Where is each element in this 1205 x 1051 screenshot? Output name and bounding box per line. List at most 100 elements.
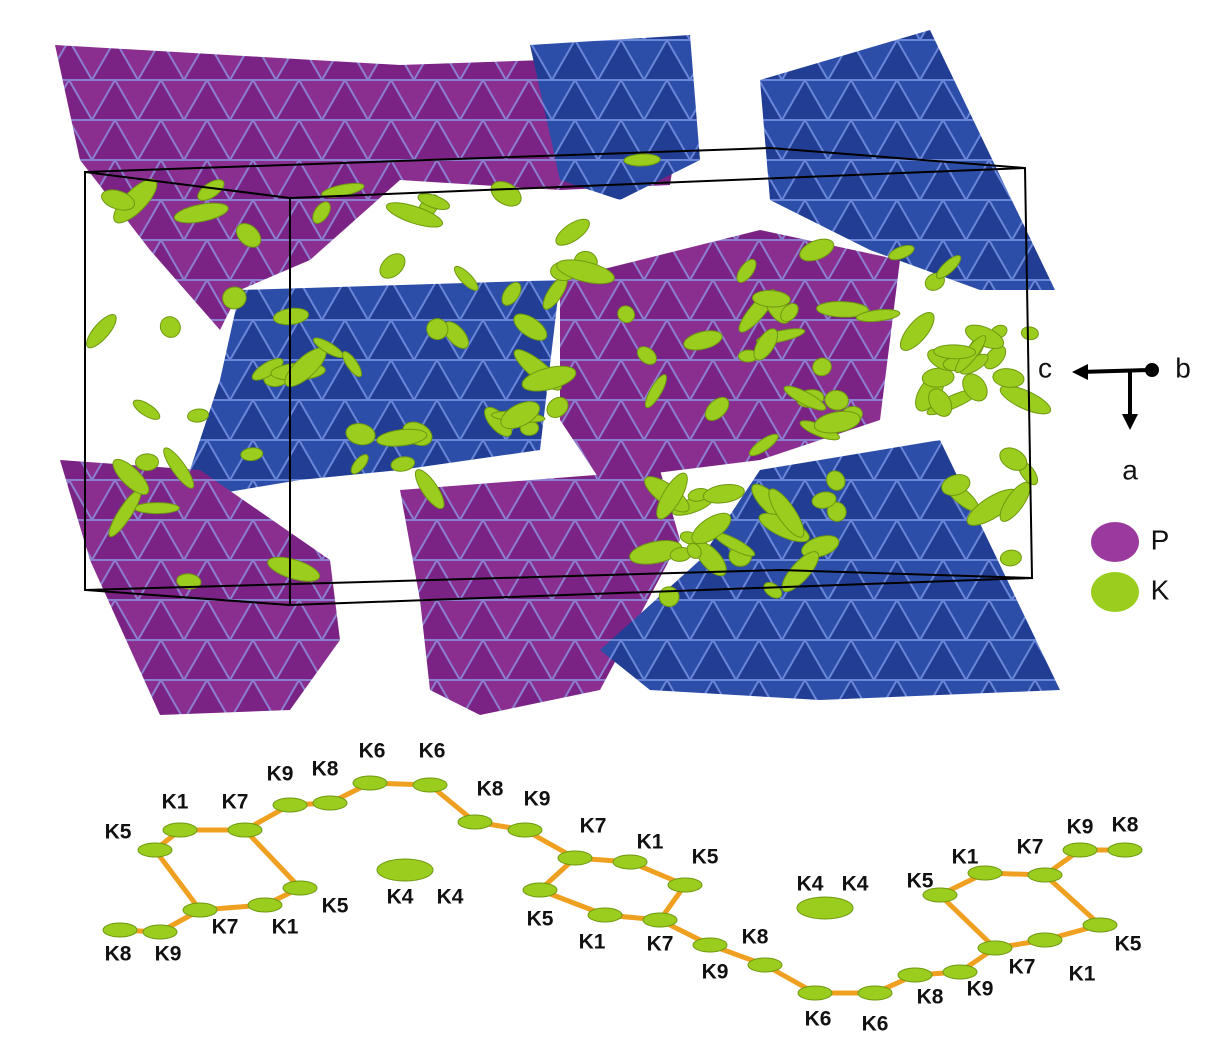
atom-label: K1 xyxy=(272,916,299,939)
k-ellipsoid xyxy=(656,472,688,520)
k-ellipsoid xyxy=(159,316,181,338)
k-atom xyxy=(797,985,833,1001)
k-ellipsoid xyxy=(813,410,861,434)
k-atom xyxy=(1027,932,1063,948)
k-ellipsoid xyxy=(799,238,835,262)
k-ellipsoid xyxy=(417,193,451,210)
k-atom xyxy=(1027,867,1063,883)
k-ellipsoid xyxy=(312,201,331,224)
k-ellipsoid xyxy=(376,428,428,447)
k-atom xyxy=(612,854,648,870)
atom-label: K4 xyxy=(797,873,824,896)
atom-label: K7 xyxy=(1017,836,1044,859)
atom-label: K5 xyxy=(527,908,554,931)
k-ellipsoid xyxy=(780,302,799,323)
atom-label: K6 xyxy=(419,740,446,763)
k-atom xyxy=(747,957,783,973)
bond xyxy=(153,848,202,912)
k-ellipsoid xyxy=(501,281,522,306)
k-ellipsoid xyxy=(736,258,757,283)
k-ellipsoid xyxy=(824,389,849,411)
k-ellipsoid xyxy=(933,344,976,360)
atom-label: K9 xyxy=(267,763,294,786)
atom-label: K7 xyxy=(212,916,239,939)
k-ellipsoid xyxy=(636,346,657,365)
atom-label: K5 xyxy=(105,821,132,844)
k-ellipsoid xyxy=(768,488,805,538)
atom-label: K7 xyxy=(1009,956,1036,979)
atom-label: K4 xyxy=(437,886,464,909)
k-ellipsoid xyxy=(414,469,445,510)
k-ellipsoid xyxy=(86,314,117,349)
atom-label: K9 xyxy=(1067,816,1094,839)
k-ellipsoid xyxy=(691,512,732,545)
k-ellipsoid xyxy=(173,202,229,224)
k-ellipsoid xyxy=(135,453,159,472)
k-atom xyxy=(352,775,388,791)
k-ellipsoid xyxy=(983,345,1007,370)
k-ellipsoid xyxy=(546,396,569,418)
k-atom xyxy=(967,865,1003,881)
k-ellipsoid xyxy=(992,368,1025,388)
k-atom xyxy=(457,814,493,830)
k-ellipsoid xyxy=(783,385,827,411)
k-ellipsoid xyxy=(921,367,955,388)
atom-label: K1 xyxy=(637,831,664,854)
bond xyxy=(938,893,997,950)
k-atom xyxy=(162,822,198,838)
axis-label: c xyxy=(1038,352,1052,383)
k-atom xyxy=(1082,917,1118,933)
k-atom xyxy=(692,937,728,953)
k-chain: K9 K8 K6 K6 K1 K7 K8 K9 K5 K7 K1 K5 K4 K4 K5 K7 K1 K8 K9 K5… xyxy=(102,740,1143,1036)
k-ellipsoid xyxy=(999,549,1022,567)
k-ellipsoid xyxy=(888,244,915,261)
k-atom xyxy=(1107,842,1143,858)
k-ellipsoid xyxy=(899,312,935,351)
k-ellipsoid xyxy=(811,491,837,509)
k-ellipsoid xyxy=(453,265,479,291)
atom-label: K6 xyxy=(359,740,386,763)
atom-label: K8 xyxy=(917,986,944,1009)
k-atom xyxy=(1062,842,1098,858)
k-atom xyxy=(282,880,318,896)
atom-label: K7 xyxy=(580,815,607,838)
k-ellipsoid xyxy=(490,180,522,207)
k-ellipsoid xyxy=(101,189,136,211)
k-ellipsoid xyxy=(350,453,369,475)
k4-pair xyxy=(376,858,434,882)
k-ellipsoid xyxy=(686,542,702,559)
k-ellipsoid xyxy=(1020,326,1039,341)
atom-label: K6 xyxy=(862,1013,889,1036)
k-ellipsoid xyxy=(617,305,636,324)
k-ellipsoid xyxy=(385,202,444,228)
k-ellipsoid xyxy=(379,253,406,279)
atom-label: K5 xyxy=(907,870,934,893)
atom-label: K7 xyxy=(647,933,674,956)
k-atom xyxy=(587,907,623,923)
atom-label: K1 xyxy=(162,791,189,814)
k-ellipsoid xyxy=(855,309,901,323)
atom-label: K7 xyxy=(222,791,249,814)
bond xyxy=(243,828,302,890)
k-ellipsoid xyxy=(187,408,210,423)
k-ellipsoid xyxy=(683,330,723,351)
k-ellipsoid xyxy=(935,255,962,279)
k-atom xyxy=(942,964,978,980)
k-ellipsoid xyxy=(555,218,590,246)
k-ellipsoid xyxy=(222,286,247,310)
atom-label: K4 xyxy=(387,886,414,909)
k-atom xyxy=(182,902,218,918)
atom-label: K5 xyxy=(1115,933,1142,956)
k-atom xyxy=(247,897,283,913)
k-atom xyxy=(227,822,263,838)
atom-label: K8 xyxy=(742,926,769,949)
k-ellipsoid xyxy=(702,484,745,504)
atom-label: K5 xyxy=(322,895,349,918)
k-ellipsoid xyxy=(500,401,541,430)
k-ellipsoid xyxy=(112,458,150,496)
k-atom xyxy=(667,877,703,893)
atom-label: K6 xyxy=(805,1008,832,1031)
k-ellipsoid xyxy=(240,447,264,462)
atom-label: K4 xyxy=(842,873,869,896)
